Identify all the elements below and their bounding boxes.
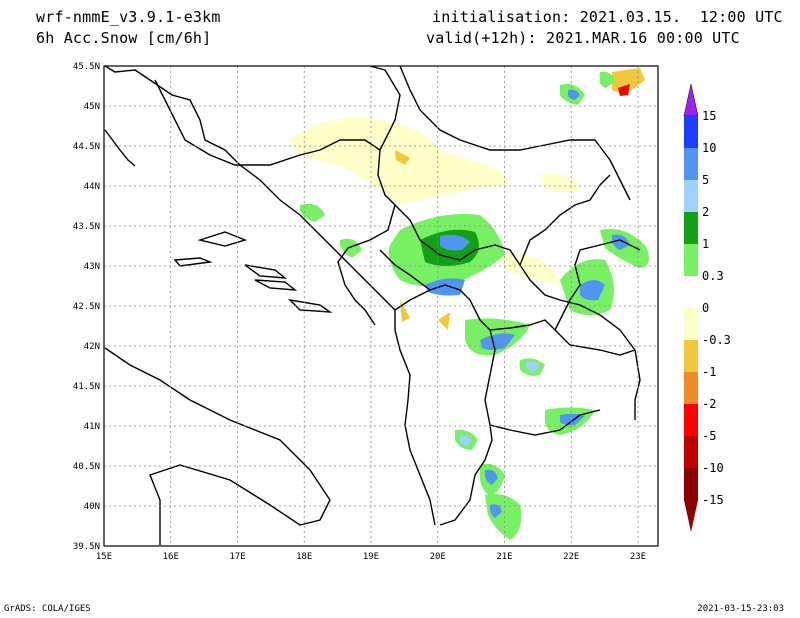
- snow-5cm-area: [480, 333, 515, 350]
- lat-tick-label: 43N: [84, 262, 100, 272]
- colorbar-label: 1: [702, 237, 709, 251]
- colorbar-segment: [684, 180, 698, 212]
- lat-tick-label: 44N: [84, 182, 100, 192]
- colorbar-label: 15: [702, 109, 716, 123]
- colorbar-label: -5: [702, 429, 716, 443]
- snow-5cm-area: [580, 280, 605, 301]
- lat-tick-label: 44.5N: [73, 142, 100, 152]
- colorbar-label: -10: [702, 461, 724, 475]
- snow-5cm-area: [425, 278, 465, 296]
- colorbar: 15 10 5 2 1 0.3 0 -0.3 -1 -2 -5 -10 -15: [683, 83, 731, 532]
- lat-tick-label: 41.5N: [73, 382, 100, 392]
- colorbar-segment: [684, 468, 698, 500]
- snow-1cm-area: [600, 229, 649, 268]
- lat-tick-label: 45.5N: [73, 62, 100, 72]
- snow-shading: [290, 68, 649, 540]
- snow-1cm-area: [599, 71, 615, 88]
- lat-tick-label: 45N: [84, 102, 100, 112]
- lon-tick-label: 21E: [496, 552, 512, 562]
- colorbar-segment: [684, 244, 698, 276]
- lat-tick-label: 40.5N: [73, 462, 100, 472]
- colorbar-label: 0.3: [702, 269, 724, 283]
- colorbar-label: -1: [702, 365, 716, 379]
- colorbar-segment: [684, 116, 698, 148]
- light-snow-area: [540, 173, 580, 193]
- colorbar-bottom-arrow: [684, 500, 698, 532]
- lon-tick-label: 15E: [96, 552, 112, 562]
- colorbar-label: 5: [702, 173, 709, 187]
- colorbar-label: -2: [702, 397, 716, 411]
- colorbar-segment: [684, 340, 698, 372]
- colorbar-segment: [684, 148, 698, 180]
- snow-5cm-area: [612, 234, 630, 250]
- colorbar-segment: [684, 308, 698, 340]
- borders: [154, 65, 641, 526]
- axis-ticks: 45.5N 45N 44.5N 44N 43.5N 43N 42.5N 42N 41.5N 41N…: [73, 62, 646, 562]
- colorbar-segment: [684, 404, 698, 436]
- snow-5cm-area: [490, 504, 502, 518]
- snow-5cm-area: [460, 435, 472, 446]
- field-title: 6h Acc.Snow [cm/6h]: [36, 29, 212, 47]
- heavy-snow-area: [618, 84, 630, 96]
- colorbar-label: 2: [702, 205, 709, 219]
- lon-tick-label: 19E: [363, 552, 379, 562]
- colorbar-segment: [684, 276, 698, 308]
- map-frame: [103, 65, 659, 547]
- colorbar-label: 0: [702, 301, 709, 315]
- snow-5cm-area: [440, 234, 470, 251]
- grads-credit: GrADS: COLA/IGES: [4, 604, 91, 614]
- colorbar-label: 10: [702, 141, 716, 155]
- colorbar-label: -15: [702, 493, 724, 507]
- lon-tick-label: 20E: [430, 552, 446, 562]
- lat-tick-label: 41N: [84, 422, 100, 432]
- colorbar-segment: [684, 436, 698, 468]
- lat-tick-label: 39.5N: [73, 542, 100, 552]
- lon-tick-label: 23E: [630, 552, 646, 562]
- colorbar-segment: [684, 372, 698, 404]
- render-timestamp: 2021-03-15-23:03: [697, 604, 784, 614]
- lon-tick-label: 22E: [563, 552, 579, 562]
- lon-tick-label: 17E: [229, 552, 245, 562]
- light-snow-area: [500, 254, 560, 285]
- snow-5cm-area: [485, 469, 498, 485]
- lon-tick-label: 18E: [296, 552, 312, 562]
- model-title: wrf-nmmE_v3.9.1-e3km: [36, 8, 221, 26]
- colorbar-label: -0.3: [702, 333, 731, 347]
- coastlines: [104, 65, 436, 545]
- snow-1cm-area: [300, 203, 325, 222]
- init-time: initialisation: 2021.03.15. 12:00 UTC: [432, 8, 783, 26]
- colorbar-segment: [684, 212, 698, 244]
- snow-1cm-area: [340, 238, 362, 258]
- light-snow-area: [438, 312, 450, 330]
- grid: [104, 66, 658, 546]
- lon-tick-label: 16E: [163, 552, 179, 562]
- valid-time: valid(+12h): 2021.MAR.16 00:00 UTC: [426, 29, 740, 47]
- lat-tick-label: 40N: [84, 502, 100, 512]
- lat-tick-label: 42N: [84, 342, 100, 352]
- snow-1cm-area: [485, 493, 522, 540]
- lat-tick-label: 43.5N: [73, 222, 100, 232]
- snow-5cm-area: [526, 361, 540, 372]
- moderate-snow-area: [395, 150, 410, 165]
- colorbar-top-arrow: [683, 83, 699, 117]
- lat-tick-label: 42.5N: [73, 302, 100, 312]
